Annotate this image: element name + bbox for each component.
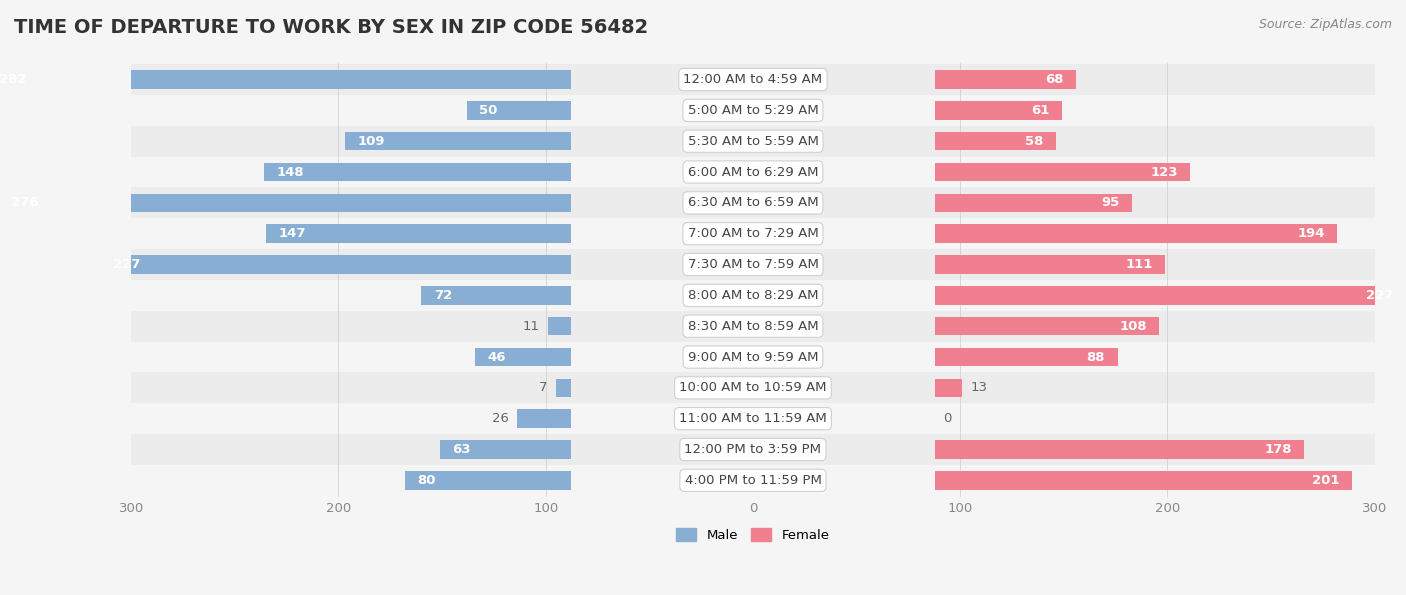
Text: 13: 13	[970, 381, 987, 394]
Text: 46: 46	[488, 350, 506, 364]
Text: 7:30 AM to 7:59 AM: 7:30 AM to 7:59 AM	[688, 258, 818, 271]
Text: 6:30 AM to 6:59 AM: 6:30 AM to 6:59 AM	[688, 196, 818, 209]
Text: 8:30 AM to 8:59 AM: 8:30 AM to 8:59 AM	[688, 320, 818, 333]
Bar	[344, 132, 571, 151]
Bar	[935, 347, 1118, 367]
Text: 72: 72	[434, 289, 453, 302]
Bar	[0, 193, 571, 212]
Bar	[935, 286, 1406, 305]
Text: 178: 178	[1264, 443, 1292, 456]
Bar	[935, 255, 1166, 274]
Text: 9:00 AM to 9:59 AM: 9:00 AM to 9:59 AM	[688, 350, 818, 364]
Text: 12:00 PM to 3:59 PM: 12:00 PM to 3:59 PM	[685, 443, 821, 456]
Bar	[264, 163, 571, 181]
Bar	[131, 372, 1375, 403]
Text: TIME OF DEPARTURE TO WORK BY SEX IN ZIP CODE 56482: TIME OF DEPARTURE TO WORK BY SEX IN ZIP …	[14, 18, 648, 37]
Bar	[422, 286, 571, 305]
Text: 109: 109	[357, 134, 385, 148]
Legend: Male, Female: Male, Female	[671, 522, 835, 547]
Text: 88: 88	[1087, 350, 1105, 364]
Bar	[131, 465, 1375, 496]
Bar	[935, 224, 1337, 243]
Bar	[131, 434, 1375, 465]
Text: 95: 95	[1101, 196, 1119, 209]
Text: 111: 111	[1126, 258, 1153, 271]
Text: 58: 58	[1025, 134, 1043, 148]
Text: 50: 50	[479, 104, 498, 117]
Bar	[935, 101, 1062, 120]
Bar	[131, 64, 1375, 95]
Text: 148: 148	[277, 165, 304, 178]
Bar	[467, 101, 571, 120]
Text: 5:00 AM to 5:29 AM: 5:00 AM to 5:29 AM	[688, 104, 818, 117]
Bar	[131, 280, 1375, 311]
Bar	[131, 126, 1375, 156]
Bar	[131, 156, 1375, 187]
Bar	[935, 132, 1056, 151]
Bar	[266, 224, 571, 243]
Bar	[516, 409, 571, 428]
Text: 10:00 AM to 10:59 AM: 10:00 AM to 10:59 AM	[679, 381, 827, 394]
Text: 6:00 AM to 6:29 AM: 6:00 AM to 6:29 AM	[688, 165, 818, 178]
Bar	[935, 471, 1351, 490]
Text: 282: 282	[0, 73, 27, 86]
Bar	[100, 255, 571, 274]
Bar	[440, 440, 571, 459]
Text: 68: 68	[1045, 73, 1064, 86]
Text: 123: 123	[1150, 165, 1178, 178]
Text: 147: 147	[278, 227, 307, 240]
Bar	[131, 218, 1375, 249]
Text: 11:00 AM to 11:59 AM: 11:00 AM to 11:59 AM	[679, 412, 827, 425]
Bar	[131, 187, 1375, 218]
Text: 227: 227	[1367, 289, 1393, 302]
Bar	[935, 70, 1076, 89]
Text: 0: 0	[943, 412, 952, 425]
Bar	[131, 403, 1375, 434]
Text: Source: ZipAtlas.com: Source: ZipAtlas.com	[1258, 18, 1392, 31]
Bar	[405, 471, 571, 490]
Text: 227: 227	[112, 258, 141, 271]
Bar	[935, 193, 1132, 212]
Bar	[935, 317, 1159, 336]
Bar	[555, 378, 571, 397]
Text: 7:00 AM to 7:29 AM: 7:00 AM to 7:29 AM	[688, 227, 818, 240]
Text: 194: 194	[1298, 227, 1324, 240]
Text: 26: 26	[492, 412, 509, 425]
Text: 201: 201	[1312, 474, 1340, 487]
Bar	[935, 440, 1305, 459]
Text: 7: 7	[540, 381, 548, 394]
Bar	[131, 342, 1375, 372]
Text: 8:00 AM to 8:29 AM: 8:00 AM to 8:29 AM	[688, 289, 818, 302]
Bar	[131, 95, 1375, 126]
Text: 61: 61	[1031, 104, 1049, 117]
Text: 11: 11	[523, 320, 540, 333]
Bar	[548, 317, 571, 336]
Bar	[131, 311, 1375, 342]
Text: 12:00 AM to 4:59 AM: 12:00 AM to 4:59 AM	[683, 73, 823, 86]
Bar	[935, 378, 962, 397]
Bar	[131, 249, 1375, 280]
Text: 276: 276	[11, 196, 38, 209]
Text: 108: 108	[1119, 320, 1147, 333]
Text: 63: 63	[453, 443, 471, 456]
Text: 5:30 AM to 5:59 AM: 5:30 AM to 5:59 AM	[688, 134, 818, 148]
Bar	[0, 70, 571, 89]
Bar	[475, 347, 571, 367]
Text: 80: 80	[418, 474, 436, 487]
Text: 4:00 PM to 11:59 PM: 4:00 PM to 11:59 PM	[685, 474, 821, 487]
Bar	[935, 163, 1191, 181]
